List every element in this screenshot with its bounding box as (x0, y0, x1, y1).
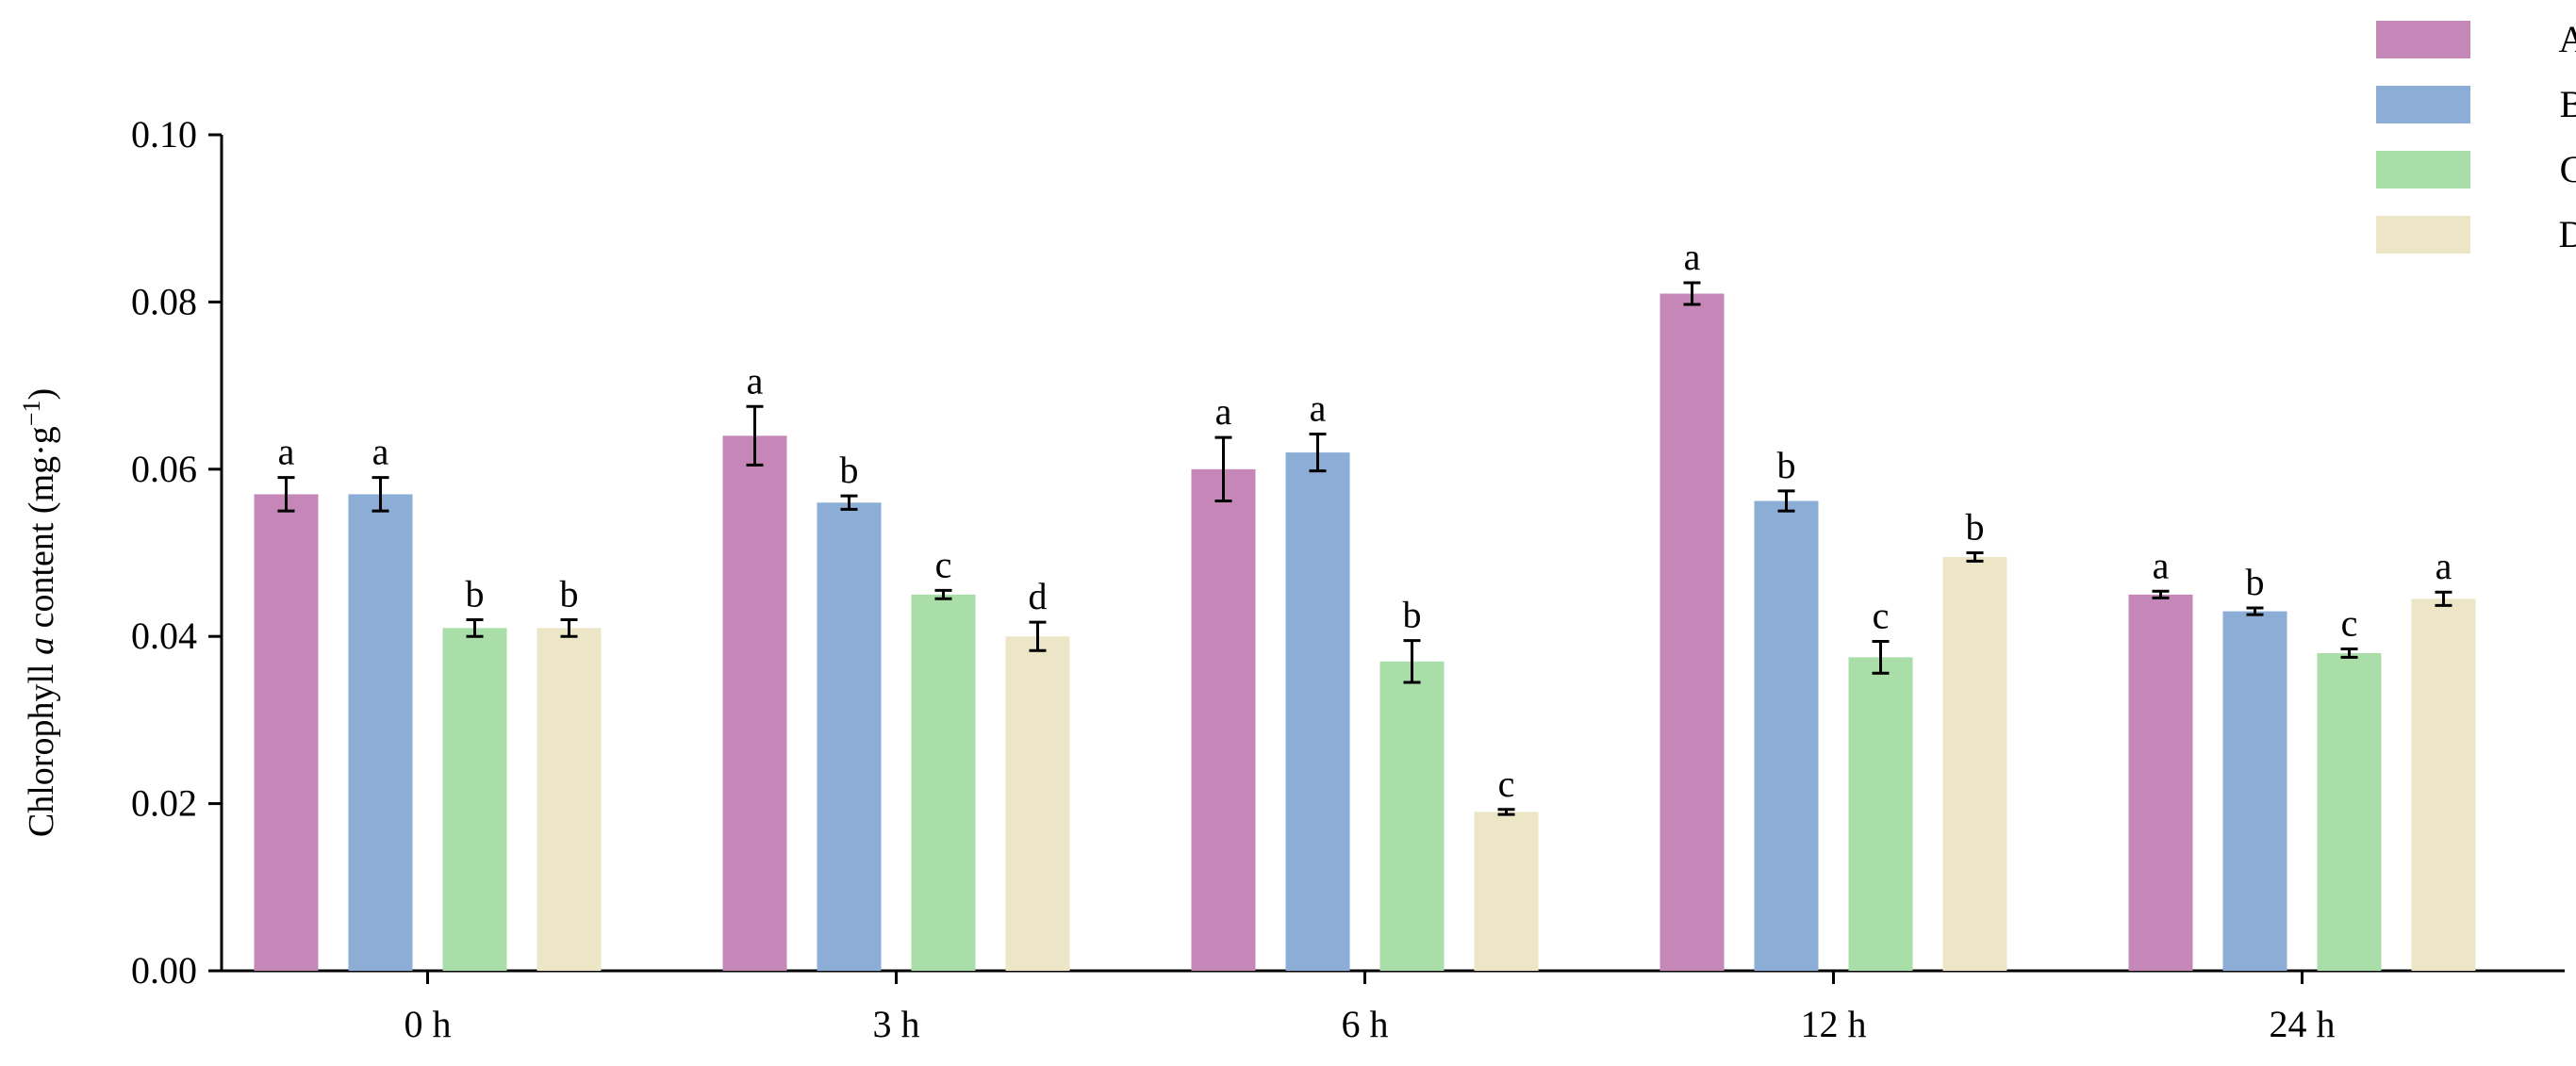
significance-letter: a (747, 359, 764, 402)
legend-swatch (2376, 21, 2470, 58)
bar (1191, 468, 1256, 971)
significance-letter: c (2341, 602, 2358, 645)
bar (537, 628, 602, 971)
legend-label: B (2560, 83, 2576, 125)
significance-letter: b (1966, 506, 1985, 549)
legend-label: C (2560, 148, 2576, 190)
significance-letter: b (466, 572, 485, 615)
bar (817, 502, 882, 971)
y-tick-label: 0.08 (131, 280, 197, 322)
significance-letter: b (560, 572, 579, 615)
significance-letter: a (2436, 545, 2452, 587)
significance-letter: a (1215, 390, 1232, 433)
bar (1379, 661, 1445, 971)
bar (1474, 812, 1539, 971)
y-tick-label: 0.02 (131, 782, 197, 825)
bar (254, 494, 319, 971)
bar (1005, 636, 1070, 971)
significance-letter: c (1873, 595, 1890, 637)
bar (2317, 652, 2382, 971)
bar (722, 435, 787, 971)
significance-letter: b (2246, 561, 2265, 603)
legend-swatch (2376, 216, 2470, 254)
significance-letter: a (372, 431, 389, 473)
legend-swatch (2376, 151, 2470, 189)
bar (1848, 657, 1913, 971)
x-tick-label: 0 h (405, 1003, 452, 1045)
bar (1660, 293, 1725, 971)
y-axis: 0.00 0.02 0.04 0.06 0.08 0.10 (131, 113, 223, 992)
bar (1285, 452, 1350, 971)
y-tick-label: 0.04 (131, 615, 197, 657)
bar (2128, 594, 2193, 971)
y-tick-label: 0.00 (131, 949, 197, 992)
significance-letter: a (2153, 544, 2170, 586)
x-tick-label: 24 h (2270, 1003, 2336, 1045)
bar (1754, 500, 1819, 971)
significance-letter: b (1403, 594, 1422, 636)
y-tick-label: 0.10 (131, 113, 197, 156)
significance-letter: b (1777, 444, 1796, 486)
x-tick-label: 6 h (1342, 1003, 1389, 1045)
legend-label: A (2559, 18, 2576, 60)
bar (2222, 611, 2287, 971)
significance-letter: d (1029, 575, 1048, 617)
bar (911, 594, 976, 971)
y-tick-label: 0.06 (131, 448, 197, 490)
bar (348, 494, 413, 971)
significance-letter: b (840, 449, 859, 491)
bars: a a b b a b c d a a b c a b c b a b c a (254, 236, 2476, 971)
significance-letter: c (935, 543, 952, 585)
significance-letter: c (1498, 763, 1515, 805)
significance-letter: a (278, 431, 295, 473)
x-axis: 0 h 3 h 6 h 12 h 24 h (222, 969, 2565, 1045)
bar (442, 628, 507, 971)
x-tick-label: 3 h (873, 1003, 920, 1045)
legend-swatch (2376, 86, 2470, 123)
x-tick-label: 12 h (1801, 1003, 1867, 1045)
bar (1942, 556, 2007, 971)
significance-letter: a (1684, 236, 1701, 278)
y-axis-label: Chlorophyll a content (mg·g−1) (18, 388, 61, 837)
legend-label: D (2559, 213, 2576, 255)
significance-letter: a (1310, 387, 1327, 430)
bar (2411, 599, 2476, 971)
